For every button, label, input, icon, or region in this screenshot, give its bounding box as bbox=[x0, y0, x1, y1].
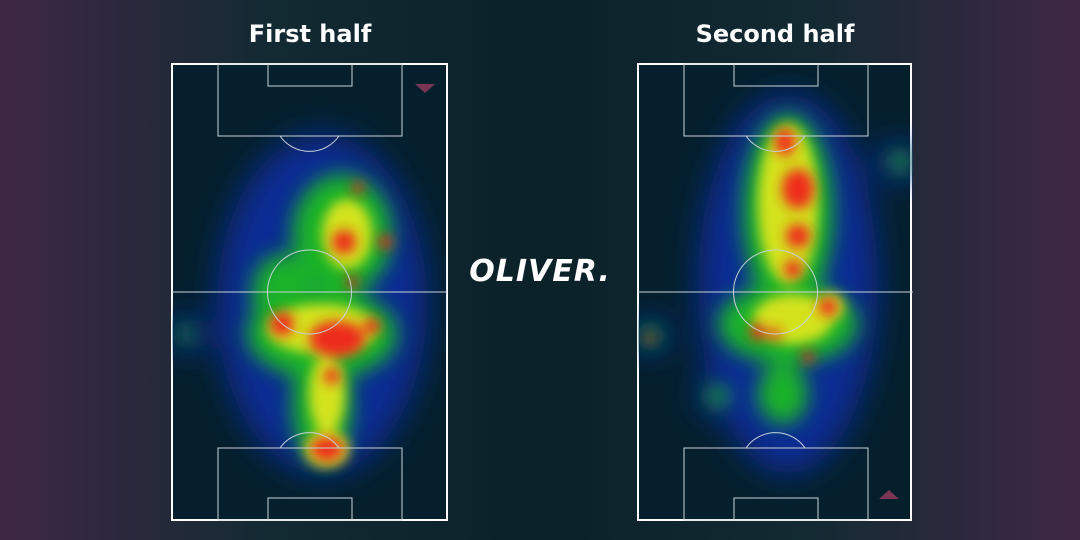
pitch bbox=[637, 63, 914, 521]
heatmap bbox=[638, 94, 913, 474]
logo: OLIVER. bbox=[469, 254, 611, 289]
panel-title: Second half bbox=[696, 20, 855, 48]
panel-title: First half bbox=[249, 20, 372, 48]
pitch bbox=[171, 63, 448, 521]
direction-marker bbox=[879, 490, 899, 499]
direction-marker bbox=[415, 84, 435, 93]
heatmap bbox=[172, 134, 427, 474]
